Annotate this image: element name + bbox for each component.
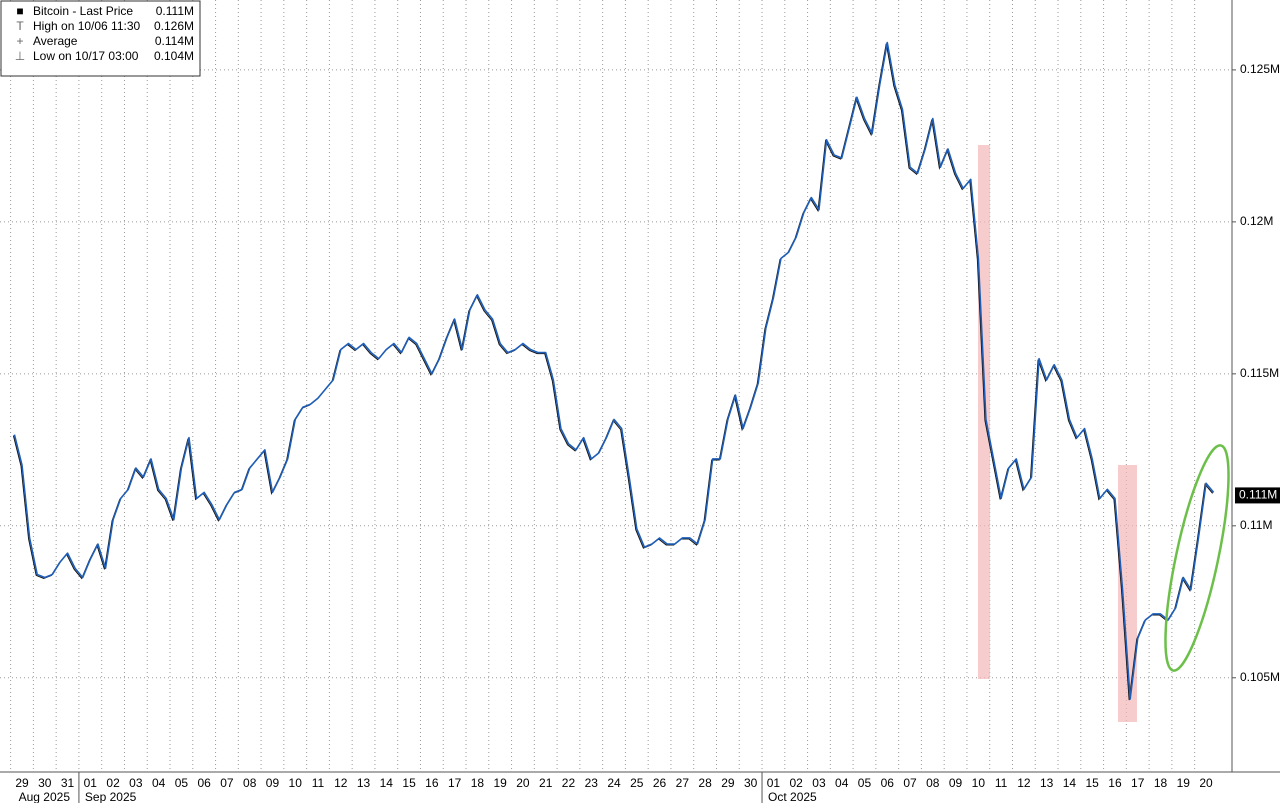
highlight [978, 145, 990, 679]
x-tick-label: 05 [858, 776, 872, 790]
legend-box [0, 0, 201, 77]
legend-label: Low on 10/17 03:00 [33, 49, 139, 63]
y-tick-label: 0.115M [1240, 366, 1279, 380]
series [12, 41, 1215, 701]
legend: ■ Bitcoin - Last Price 0.111M T High on 10/0… [0, 0, 201, 77]
legend-label: Average [33, 34, 78, 48]
x-tick-label: 23 [585, 776, 599, 790]
y-tick-label: 0.105M [1240, 670, 1280, 684]
x-tick-label: 12 [334, 776, 348, 790]
legend-label: High on 10/06 11:30 [33, 19, 141, 33]
x-tick-label: 27 [676, 776, 690, 790]
month-label: Sep 2025 [85, 790, 137, 803]
legend-symbol: ■ [16, 4, 23, 18]
x-tick-label: 18 [1154, 776, 1168, 790]
x-tick-label: 13 [357, 776, 371, 790]
x-tick-label: 03 [129, 776, 143, 790]
x-tick-label: 14 [1063, 776, 1077, 790]
x-tick-label: 17 [1131, 776, 1145, 790]
month-label: Aug 2025 [19, 790, 71, 803]
legend-value: 0.126M [154, 19, 194, 33]
x-tick-label: 05 [175, 776, 189, 790]
x-tick-label: 16 [425, 776, 439, 790]
x-tick-label: 29 [15, 776, 29, 790]
annotation-ellipse [1164, 444, 1230, 672]
y-tick-label: 0.11M [1240, 518, 1272, 532]
x-tick-label: 19 [1177, 776, 1191, 790]
x-tick-label: 04 [152, 776, 166, 790]
x-tick-label: 12 [1017, 776, 1031, 790]
x-tick-label: 03 [812, 776, 826, 790]
y-tick-label: 0.12M [1240, 214, 1273, 228]
legend-symbol: + [16, 34, 23, 48]
x-tick-label: 11 [312, 776, 325, 790]
x-tick-label: 21 [539, 776, 553, 790]
x-tick-label: 16 [1108, 776, 1122, 790]
x-tick-label: 17 [448, 776, 462, 790]
x-tick-label: 30 [744, 776, 758, 790]
x-tick-label: 22 [562, 776, 576, 790]
legend-name: Bitcoin - Last Price [33, 4, 133, 18]
x-tick-label: 02 [106, 776, 120, 790]
x-tick-label: 06 [881, 776, 895, 790]
x-tick-label: 31 [61, 776, 75, 790]
x-tick-label: 01 [767, 776, 781, 790]
x-tick-label: 10 [972, 776, 986, 790]
x-tick-label: 15 [1086, 776, 1100, 790]
axes: 0.105M 0.11M 0.115M 0.12M 0.125M 29 30 31 01 02 03… [15, 62, 1280, 804]
x-tick-label: 07 [220, 776, 234, 790]
legend-value: 0.111M [156, 4, 194, 18]
x-tick-label: 10 [289, 776, 303, 790]
x-tick-label: 11 [995, 776, 1008, 790]
x-tick-label: 19 [493, 776, 507, 790]
x-tick-label: 18 [471, 776, 485, 790]
x-tick-label: 26 [653, 776, 667, 790]
x-tick-label: 14 [380, 776, 394, 790]
last-price-tag [1235, 487, 1280, 504]
line [13, 41, 1215, 700]
y-tick-label: 0.125M [1240, 62, 1280, 76]
legend-symbol: T [16, 19, 24, 33]
x-tick-label: 20 [516, 776, 530, 790]
highlight [1118, 465, 1137, 722]
legend-symbol: ⊥ [15, 49, 25, 63]
x-tick-label: 09 [266, 776, 280, 790]
x-tick-label: 29 [721, 776, 735, 790]
x-tick-label: 30 [38, 776, 52, 790]
x-tick-label: 01 [84, 776, 98, 790]
legend-label: Bitcoin - Last Price [33, 4, 133, 18]
x-tick-label: 28 [698, 776, 712, 790]
x-tick-label: 15 [402, 776, 416, 790]
x-tick-label: 13 [1040, 776, 1054, 790]
x-tick-label: 24 [607, 776, 621, 790]
x-tick-label: 09 [949, 776, 963, 790]
month-label: Oct 2025 [768, 790, 817, 803]
last-price-label: 0.111M [1239, 488, 1277, 502]
x-tick-label: 08 [243, 776, 257, 790]
x-tick-label: 20 [1199, 776, 1213, 790]
x-tick-label: 02 [790, 776, 804, 790]
legend-value: 0.114M [155, 34, 194, 48]
x-tick-label: 25 [630, 776, 644, 790]
legend-value: 0.104M [154, 49, 194, 63]
x-tick-label: 04 [835, 776, 849, 790]
grid [0, 0, 1232, 772]
x-tick-label: 07 [903, 776, 917, 790]
x-tick-label: 06 [197, 776, 211, 790]
x-tick-label: 08 [926, 776, 940, 790]
